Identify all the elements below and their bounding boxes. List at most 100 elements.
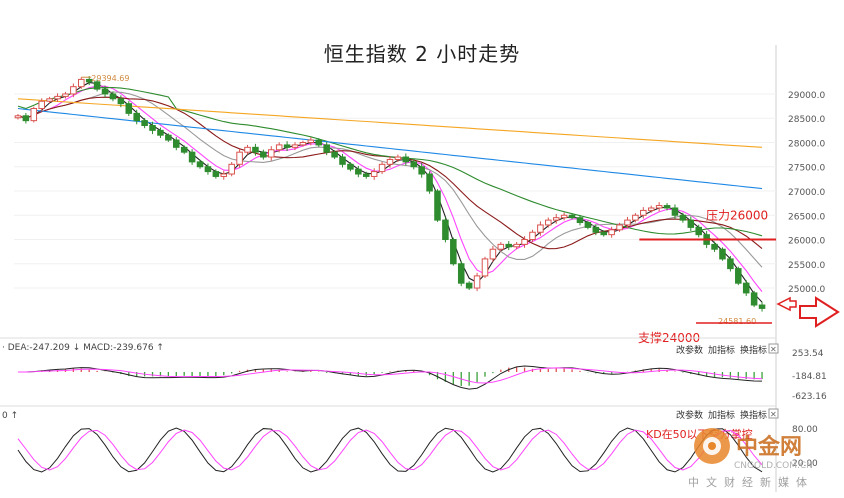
- candle-body: [362, 173, 370, 177]
- candle-body: [624, 219, 631, 226]
- ma-line-ma6: [17, 107, 763, 190]
- candle-body: [267, 149, 275, 158]
- candle-body: [497, 243, 505, 250]
- kdj-legend: 0 ↑: [2, 411, 18, 421]
- candle-body: [275, 144, 283, 151]
- watermark-logo: 中金网 CNGOLD.COM.CN 中文财经新媒体: [688, 424, 838, 494]
- candle-body: [291, 144, 299, 148]
- candle-body: [560, 214, 568, 219]
- candle-body: [727, 258, 734, 270]
- macd-tick: 253.54: [792, 349, 824, 359]
- candle-body: [38, 100, 45, 110]
- low-label: 24581.60: [718, 317, 756, 326]
- candle-body: [750, 292, 758, 306]
- candle-body: [663, 205, 671, 209]
- candle-body: [331, 151, 338, 158]
- watermark-domain: CNGOLD.COM.CN: [734, 461, 813, 471]
- candle-body: [457, 263, 465, 284]
- candle-body: [489, 248, 497, 260]
- candle-body: [410, 161, 418, 168]
- candle-body: [687, 219, 695, 228]
- candle-body: [442, 219, 449, 241]
- kdj-tick: 20.00: [792, 459, 818, 469]
- candle-body: [537, 224, 544, 233]
- candle-body: [283, 144, 291, 148]
- close-icon-glyph: ✕: [770, 410, 777, 419]
- candle-body: [323, 144, 330, 153]
- candle-body: [568, 214, 576, 219]
- candle-body: [117, 98, 125, 105]
- candle-body: [418, 166, 425, 175]
- candle-body: [552, 217, 560, 221]
- y-tick-label: 26000.0: [788, 237, 825, 247]
- candle-body: [173, 139, 180, 148]
- candle-body: [592, 226, 600, 233]
- candle-body: [758, 304, 766, 309]
- macd-tick: -184.81: [792, 372, 827, 382]
- candle-body: [655, 205, 663, 209]
- kdj-button-1[interactable]: 加指标: [708, 409, 735, 421]
- candle-body: [244, 146, 251, 153]
- candle-body: [46, 98, 53, 102]
- candle-body: [450, 239, 457, 265]
- macd-button-0[interactable]: 改参数: [676, 344, 703, 356]
- candle-body: [204, 166, 212, 173]
- macd-button-2[interactable]: 换指标: [740, 344, 767, 356]
- y-tick-label: 25500.0: [788, 261, 825, 271]
- ma-line-ma4: [17, 96, 763, 250]
- high-label: 29394.69: [91, 74, 129, 83]
- candle-body: [742, 282, 750, 294]
- candle-body: [386, 158, 394, 165]
- y-tick-label: 27000.0: [788, 188, 825, 198]
- watermark-brand: 中金网: [736, 434, 802, 460]
- candle-body: [109, 93, 117, 100]
- y-tick-label: 25000.0: [788, 285, 825, 295]
- candle-body: [608, 229, 615, 236]
- ma-line-ma2: [17, 85, 763, 292]
- close-icon: [768, 343, 779, 354]
- candle-body: [307, 139, 315, 143]
- candle-body: [465, 282, 473, 289]
- arrow-icon: [776, 296, 797, 312]
- kdj-button-2[interactable]: 换指标: [740, 409, 767, 421]
- macd-dea-line: [17, 367, 763, 384]
- candle-body: [133, 112, 140, 122]
- macd-dif-line: [17, 365, 763, 390]
- candle-body: [640, 209, 647, 216]
- candle-body: [347, 163, 354, 170]
- macd-legend: · DEA:-247.209 ↓ MACD:-239.676 ↑: [2, 343, 164, 353]
- y-tick-label: 26500.0: [788, 212, 825, 222]
- kdj-tick: 80.00: [792, 425, 818, 435]
- candle-body: [54, 95, 61, 100]
- candle-body: [228, 163, 235, 175]
- candle-body: [149, 125, 156, 131]
- candle-body: [719, 248, 726, 260]
- candle-body: [521, 239, 528, 245]
- candle-body: [260, 151, 267, 158]
- arrow-right-icon: [799, 296, 840, 328]
- y-tick-label: 28000.0: [788, 139, 825, 149]
- candle-body: [426, 173, 433, 192]
- candle-body: [180, 146, 188, 153]
- candle-body: [22, 115, 30, 122]
- candle-body: [101, 88, 109, 95]
- candle-body: [220, 173, 228, 177]
- watermark-tagline: 中文财经新媒体: [688, 475, 814, 489]
- candle-body: [600, 231, 607, 236]
- candle-body: [473, 275, 481, 289]
- close-icon: [768, 408, 779, 419]
- candle-body: [505, 243, 513, 248]
- candle-body: [62, 93, 69, 97]
- candle-body: [632, 214, 639, 221]
- candle-body: [125, 103, 133, 114]
- candle-body: [616, 224, 623, 231]
- kdj-k-line: [17, 427, 763, 473]
- ma-line-ma1: [17, 82, 763, 303]
- candle-body: [545, 219, 552, 226]
- candle-body: [513, 243, 520, 248]
- candle-body: [378, 163, 386, 173]
- macd-button-1[interactable]: 加指标: [708, 344, 735, 356]
- kdj-button-0[interactable]: 改参数: [676, 409, 703, 421]
- candle-body: [157, 129, 164, 136]
